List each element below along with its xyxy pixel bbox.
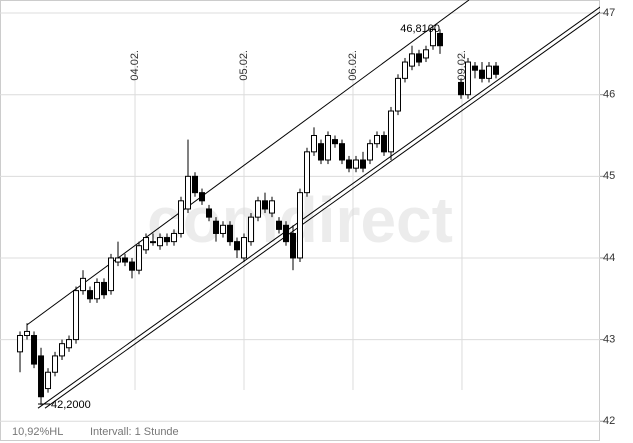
candle-body [492, 65, 499, 75]
candle-body [345, 159, 352, 169]
candle-body [234, 241, 241, 251]
candle-body [387, 110, 394, 153]
candle-body [262, 200, 269, 210]
candle-body [338, 143, 345, 161]
footer-interval: Intervall: 1 Stunde [90, 426, 179, 438]
y-tick-label: 47 [603, 7, 615, 19]
candle-body [359, 159, 366, 169]
candle-body [157, 237, 164, 247]
candle-body [59, 343, 66, 357]
candle-body [87, 290, 94, 300]
trend-line [44, 11, 600, 409]
candle-body [290, 232, 297, 259]
candle-body [52, 355, 59, 373]
y-tick-label: 44 [603, 252, 615, 264]
candle-body [108, 257, 115, 292]
candle-body [303, 151, 310, 194]
candle-body [122, 257, 129, 263]
candle-body [324, 135, 331, 161]
candle-body [171, 232, 178, 243]
candle-body [101, 281, 108, 296]
candle-body [317, 143, 324, 161]
y-tick-label: 45 [603, 170, 615, 182]
candle-body [401, 61, 408, 79]
candle-body [178, 200, 185, 234]
candle-body [136, 245, 143, 271]
candle-body [185, 175, 192, 210]
candle-body [248, 216, 255, 243]
candle-body [331, 139, 338, 145]
max-label: 46,8100 [400, 23, 440, 35]
candle-body [276, 220, 283, 230]
candle-body [129, 261, 136, 271]
y-tick-label: 46 [603, 89, 615, 101]
candle-body [485, 65, 492, 79]
candle-body [241, 237, 248, 259]
candle-body [436, 32, 443, 47]
candle-body [213, 220, 220, 234]
candle-body [422, 49, 429, 59]
candle-body [66, 339, 73, 349]
min-label: 42,2000 [51, 399, 91, 411]
x-tick-label: 05.02. [238, 50, 250, 81]
candle-body [429, 28, 436, 47]
candle-body [352, 159, 359, 169]
candle-body [31, 335, 38, 365]
candle-body [255, 200, 262, 218]
x-tick-label: 06.02. [347, 50, 359, 81]
candle-body [464, 61, 471, 96]
x-tick-label: 09.02. [456, 50, 468, 81]
candle-body [94, 281, 101, 300]
candle-body [150, 241, 157, 244]
candle-body [143, 237, 150, 251]
candle-body [199, 192, 206, 202]
candle-body [38, 355, 45, 398]
y-tick-label: 43 [603, 333, 615, 345]
trend-line [26, 0, 470, 326]
candle-body [227, 224, 234, 243]
candle-body [310, 135, 317, 153]
candle-body [17, 335, 24, 353]
candle-body [373, 135, 380, 145]
candle-body [206, 208, 213, 218]
footer-hl: 10,92%HL [12, 426, 63, 438]
candle-body [164, 237, 171, 243]
candle-body [297, 192, 303, 259]
candle-body [220, 224, 227, 234]
candle-body [269, 200, 276, 214]
y-tick-label: 42 [603, 415, 615, 427]
candle-body [366, 143, 373, 161]
candle-body [415, 53, 422, 63]
candle-body [457, 81, 464, 96]
x-tick-label: 04.02. [129, 50, 141, 81]
candle-body [24, 330, 31, 337]
candle-body [408, 53, 415, 67]
candle-body [73, 290, 80, 341]
candle-body [283, 224, 290, 243]
candle-body [380, 135, 387, 153]
candle-body [192, 175, 199, 194]
candle-body [471, 65, 478, 71]
candle-body [45, 371, 52, 390]
candle-body [80, 277, 87, 292]
trend-line [37, 6, 600, 409]
candle-body [115, 257, 122, 263]
candle-body [394, 77, 401, 112]
plot-area [0, 0, 600, 422]
candle-body [478, 69, 485, 79]
